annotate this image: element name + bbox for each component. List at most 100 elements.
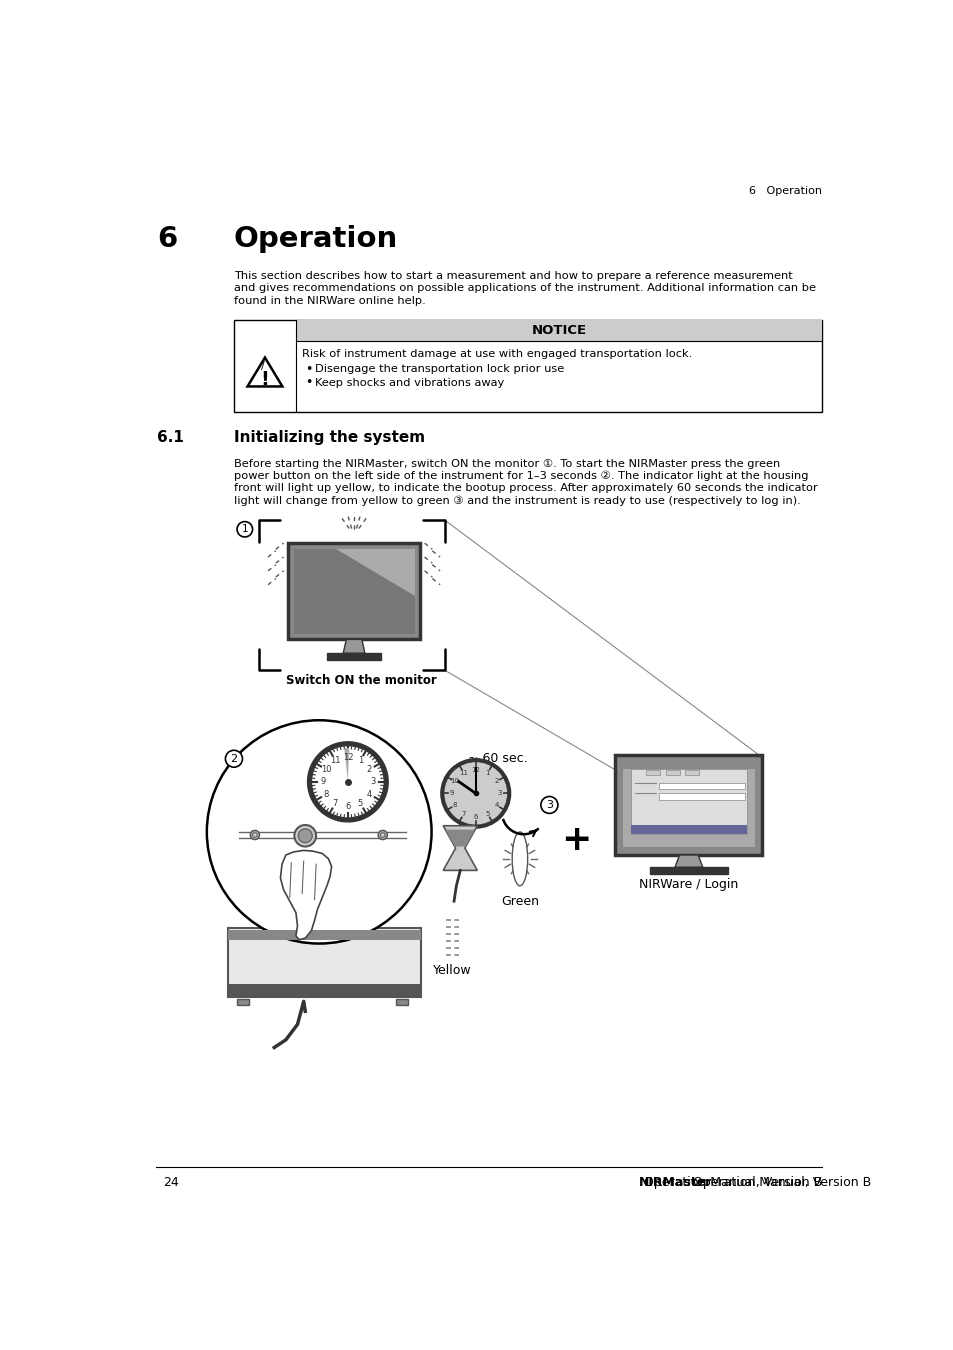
Text: 10: 10: [321, 765, 332, 774]
Text: 4: 4: [366, 790, 372, 799]
Bar: [659, 783, 744, 788]
Circle shape: [298, 829, 312, 842]
Text: 2: 2: [366, 765, 372, 774]
Text: 4: 4: [494, 802, 498, 809]
Text: 7: 7: [461, 811, 465, 817]
Text: 7: 7: [333, 799, 337, 807]
Bar: [233, 320, 821, 412]
Text: Operation Manual, Version B: Operation Manual, Version B: [639, 1176, 821, 1189]
Text: 1: 1: [357, 756, 362, 765]
Polygon shape: [343, 640, 365, 653]
Text: Initializing the system: Initializing the system: [233, 431, 425, 446]
Bar: [295, 320, 821, 342]
Text: +: +: [560, 822, 591, 857]
Text: Operation: Operation: [233, 225, 397, 252]
Text: Risk of instrument damage at use with engaged transportation lock.: Risk of instrument damage at use with en…: [302, 348, 692, 359]
Bar: [294, 548, 415, 634]
Text: power button on the left side of the instrument for 1–3 seconds ②. The indicator: power button on the left side of the ins…: [233, 471, 807, 482]
Text: Switch ON the monitor: Switch ON the monitor: [286, 675, 436, 687]
Bar: [236, 999, 249, 1006]
Text: front will light up yellow, to indicate the bootup process. After approximately : front will light up yellow, to indicate …: [233, 483, 817, 494]
Text: 8: 8: [453, 802, 456, 809]
Bar: [615, 755, 761, 855]
Text: 11: 11: [330, 756, 340, 765]
Polygon shape: [674, 855, 702, 867]
Text: 12: 12: [471, 767, 479, 772]
Text: 6   Operation: 6 Operation: [748, 186, 821, 196]
Circle shape: [225, 751, 242, 767]
Bar: [228, 929, 421, 998]
Text: This section describes how to start a measurement and how to prepare a reference: This section describes how to start a me…: [233, 271, 792, 281]
Text: 12: 12: [342, 753, 353, 761]
Text: Before starting the NIRMaster, switch ON the monitor ①. To start the NIRMaster p: Before starting the NIRMaster, switch ON…: [233, 459, 780, 468]
Bar: [395, 999, 408, 1006]
Circle shape: [294, 825, 315, 846]
Bar: [327, 653, 381, 660]
Text: light will change from yellow to green ③ and the instrument is ready to use (res: light will change from yellow to green ③…: [233, 495, 800, 506]
Bar: [622, 768, 754, 848]
Text: 3: 3: [497, 790, 501, 796]
Circle shape: [440, 759, 510, 828]
Polygon shape: [445, 830, 475, 846]
Polygon shape: [443, 826, 476, 871]
Text: 6.1: 6.1: [157, 431, 184, 446]
Bar: [630, 825, 746, 834]
Text: and gives recommendations on possible applications of the instrument. Additional: and gives recommendations on possible ap…: [233, 284, 815, 293]
Text: /: /: [260, 360, 264, 371]
Ellipse shape: [512, 832, 527, 886]
Text: 3: 3: [370, 778, 375, 786]
Text: 6: 6: [473, 814, 477, 821]
Circle shape: [253, 833, 257, 837]
Text: 1 – 3 sec.: 1 – 3 sec.: [328, 933, 388, 946]
Bar: [665, 769, 679, 775]
Text: •: •: [304, 377, 312, 390]
Text: Green: Green: [500, 895, 538, 907]
Circle shape: [540, 796, 558, 814]
Circle shape: [307, 741, 388, 822]
Bar: [228, 984, 421, 998]
Text: Yellow: Yellow: [433, 964, 472, 977]
Text: 6: 6: [345, 802, 350, 811]
Circle shape: [236, 521, 253, 537]
Bar: [288, 543, 419, 640]
Text: Disengage the transportation lock prior use: Disengage the transportation lock prior …: [314, 364, 563, 374]
Text: 5: 5: [485, 811, 490, 817]
Text: Operation Manual, Version B: Operation Manual, Version B: [688, 1176, 870, 1189]
Text: 11: 11: [458, 769, 468, 776]
Circle shape: [380, 833, 385, 837]
Text: ~ 60 sec.: ~ 60 sec.: [468, 752, 527, 765]
Text: 24: 24: [163, 1176, 179, 1189]
Bar: [630, 768, 746, 834]
Text: 3: 3: [545, 801, 553, 810]
Text: 1: 1: [241, 524, 248, 535]
Text: NIRWare / Login: NIRWare / Login: [639, 878, 738, 891]
Text: 9: 9: [320, 778, 325, 786]
Circle shape: [311, 745, 384, 818]
Bar: [649, 867, 727, 875]
Text: Keep shocks and vibrations away: Keep shocks and vibrations away: [314, 378, 503, 387]
Polygon shape: [344, 748, 349, 782]
Text: 1: 1: [485, 769, 490, 776]
Polygon shape: [247, 358, 282, 386]
Bar: [645, 769, 659, 775]
Text: 8: 8: [323, 790, 329, 799]
Text: 9: 9: [449, 790, 454, 796]
Text: NIRMaster: NIRMaster: [638, 1176, 711, 1189]
Text: 10: 10: [450, 779, 459, 784]
Polygon shape: [280, 850, 332, 940]
Text: 6: 6: [157, 225, 177, 252]
Circle shape: [377, 830, 387, 840]
Bar: [659, 794, 744, 799]
Bar: [228, 930, 421, 941]
Text: 2: 2: [494, 779, 498, 784]
Bar: [684, 769, 699, 775]
Text: 5: 5: [357, 799, 362, 807]
Circle shape: [207, 721, 431, 944]
Text: found in the NIRWare online help.: found in the NIRWare online help.: [233, 296, 425, 305]
Polygon shape: [335, 548, 415, 595]
Circle shape: [443, 761, 507, 825]
Text: !: !: [260, 370, 269, 389]
Text: •: •: [304, 363, 312, 375]
Circle shape: [250, 830, 259, 840]
Text: NOTICE: NOTICE: [531, 324, 586, 338]
